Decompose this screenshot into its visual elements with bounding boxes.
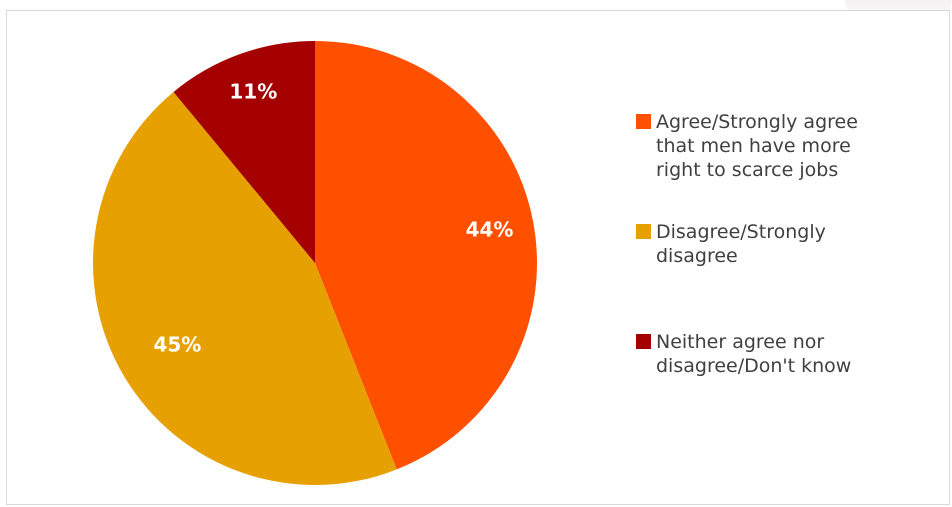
pie-slice-neither <box>173 41 315 263</box>
legend-line: Neither agree nor <box>656 331 825 353</box>
legend-label-agree: Agree/Strongly agree that men have more … <box>656 110 926 182</box>
pie-slice-agree <box>315 41 537 470</box>
legend-line: that men have more <box>656 135 851 157</box>
legend-item-disagree: Disagree/Strongly disagree <box>636 220 936 268</box>
legend-swatch-disagree <box>636 224 651 239</box>
legend-label-neither: Neither agree nor disagree/Don't know <box>656 330 926 378</box>
data-label-agree: 44% <box>466 218 514 242</box>
data-label-disagree: 45% <box>153 332 201 356</box>
legend-line: right to scarce jobs <box>656 159 839 181</box>
legend-swatch-agree <box>636 114 651 129</box>
legend-line: disagree/Don't know <box>656 355 852 377</box>
legend-swatch-neither <box>636 334 651 349</box>
legend-item-neither: Neither agree nor disagree/Don't know <box>636 330 936 378</box>
legend-line: Agree/Strongly agree <box>656 111 858 133</box>
legend-label-disagree: Disagree/Strongly disagree <box>656 220 926 268</box>
legend-line: disagree <box>656 245 738 267</box>
data-label-neither: 11% <box>229 80 277 104</box>
pie-slice-disagree <box>93 91 397 485</box>
legend-line: Disagree/Strongly <box>656 221 826 243</box>
legend-item-agree: Agree/Strongly agree that men have more … <box>636 110 936 182</box>
